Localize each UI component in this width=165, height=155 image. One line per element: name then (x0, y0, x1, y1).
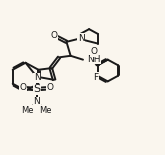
Text: O: O (51, 31, 58, 40)
Text: NH: NH (87, 55, 100, 64)
Text: S: S (33, 84, 40, 94)
Text: N: N (34, 73, 41, 82)
Text: N: N (33, 97, 40, 106)
Text: Me: Me (21, 106, 34, 115)
Text: F: F (93, 73, 98, 82)
Text: O: O (91, 47, 98, 56)
Text: O: O (20, 83, 27, 92)
Text: Me: Me (40, 106, 52, 115)
Text: N: N (78, 34, 84, 43)
Text: O: O (47, 83, 54, 92)
